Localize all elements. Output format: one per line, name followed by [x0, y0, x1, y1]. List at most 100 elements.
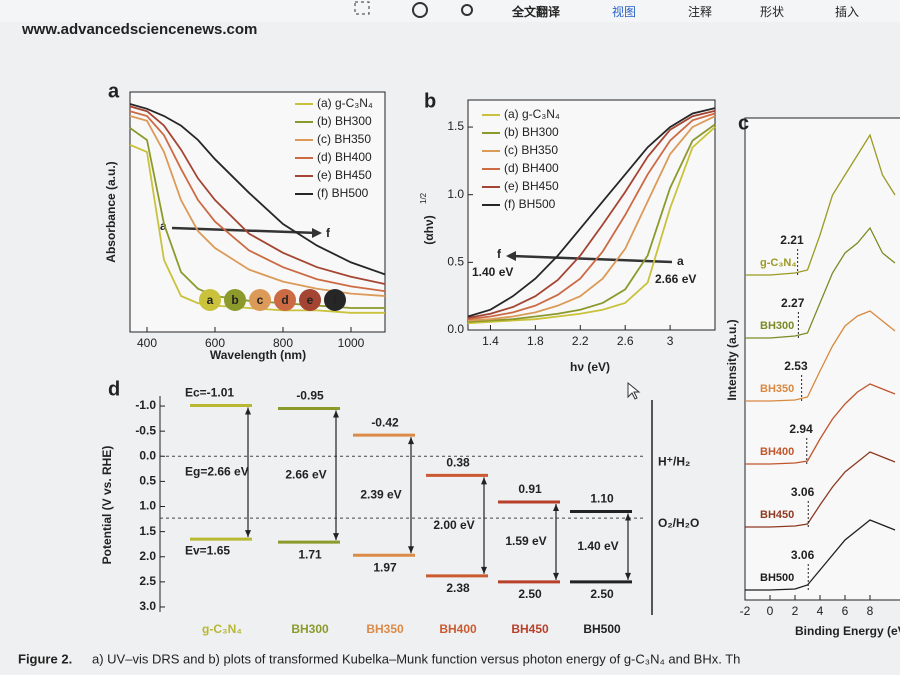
- legend-label: (b) BH300: [504, 125, 559, 139]
- vb-label: 2.21: [780, 233, 804, 247]
- arrowhead: [245, 407, 251, 415]
- panel-letter: a: [108, 80, 120, 102]
- line-series: [467, 112, 716, 321]
- toolbar-button[interactable]: 插入: [835, 5, 859, 19]
- url: www.advancedsciencenews.com: [21, 21, 257, 38]
- arrowhead: [481, 477, 487, 485]
- scissors-icon[interactable]: [461, 4, 473, 16]
- gap-label: 2.39 eV: [360, 487, 401, 501]
- sample-swatch: [274, 289, 296, 311]
- x-axis-label: hν (eV): [570, 360, 610, 374]
- line-series: [129, 105, 386, 285]
- sample-swatch: [299, 289, 321, 311]
- vb-label: 2.50: [590, 587, 614, 601]
- arrowhead: [408, 437, 414, 445]
- reference-label: O₂/H₂O: [658, 516, 699, 530]
- line-series: [129, 110, 386, 293]
- x-tick-label: 8: [867, 604, 874, 618]
- x-tick-label: 1.4: [482, 334, 499, 348]
- panel-letter: c: [738, 112, 749, 134]
- x-tick-label: 1000: [338, 336, 365, 350]
- category-label: BH300: [291, 622, 329, 636]
- toolbar-button[interactable]: 注释: [688, 4, 712, 19]
- gap-label: 1.40 eV: [577, 539, 618, 553]
- sample-swatch: [324, 289, 346, 311]
- cb-label: -0.95: [296, 389, 324, 403]
- y-tick-label: 2.5: [139, 574, 156, 588]
- sample-label: c: [257, 293, 264, 307]
- y-tick-label: 1.0: [447, 187, 464, 201]
- sample-swatch: [199, 289, 221, 311]
- caption-label: Figure 2.: [18, 651, 72, 666]
- vb-label: 1.71: [298, 547, 322, 561]
- annotation: a: [677, 254, 684, 268]
- y-tick-label: 0.0: [139, 448, 156, 462]
- y-tick-label: 0.5: [447, 255, 464, 269]
- arrowhead: [625, 513, 631, 521]
- line-series: [745, 451, 896, 528]
- line-series: [745, 519, 896, 591]
- category-label: g-C₃N₄: [202, 622, 242, 636]
- y-tick-label: -0.5: [135, 423, 156, 437]
- y-tick-label: 1.0: [139, 499, 156, 513]
- annotation: f: [326, 226, 331, 240]
- arrowhead: [333, 533, 339, 541]
- cb-label: 1.10: [590, 492, 614, 506]
- y-tick-label: 0.5: [139, 474, 156, 488]
- category-label: BH500: [583, 622, 621, 636]
- x-tick-label: 2: [792, 604, 799, 618]
- arrowhead: [553, 503, 559, 511]
- sample-label: BH300: [760, 320, 794, 332]
- panel-letter: d: [108, 378, 120, 400]
- y-axis-label: (αhν): [422, 215, 436, 244]
- arrowhead: [333, 410, 339, 418]
- cb-label: 0.91: [518, 482, 542, 496]
- sample-label: BH450: [760, 509, 794, 521]
- x-tick-label: 600: [205, 336, 225, 350]
- sample-swatch: [249, 289, 271, 311]
- gap-label: 1.59 eV: [505, 534, 546, 548]
- vb-label: 2.50: [518, 587, 542, 601]
- eye-icon[interactable]: [412, 2, 428, 18]
- sample-label: BH400: [760, 446, 794, 458]
- toolbar-button[interactable]: 视图: [612, 4, 636, 19]
- sample-label: a: [207, 293, 214, 307]
- legend-label: (b) BH300: [317, 114, 372, 128]
- gap-label: 2.00 eV: [433, 518, 474, 532]
- y-axis-label: Intensity (a.u.): [725, 319, 739, 400]
- arrowhead: [625, 572, 631, 580]
- annotation: f: [497, 247, 502, 261]
- gap-label: 2.66 eV: [285, 468, 326, 482]
- toolbar-button[interactable]: 全文翻译: [511, 4, 561, 19]
- line-series: [745, 383, 896, 465]
- y-tick-label: 1.5: [139, 524, 156, 538]
- category-label: BH400: [439, 622, 477, 636]
- sample-label: BH350: [760, 383, 794, 395]
- annotation: a: [160, 219, 167, 233]
- arrowhead: [245, 530, 251, 538]
- x-tick-label: 2.6: [617, 334, 634, 348]
- panel-letter: b: [424, 90, 436, 112]
- cb-label: 0.38: [446, 456, 470, 470]
- sample-label: d: [281, 293, 288, 307]
- gap-label: Eg=2.66 eV: [185, 465, 249, 479]
- line-series: [745, 133, 896, 276]
- line-series: [745, 310, 896, 402]
- x-tick-label: 3: [667, 334, 674, 348]
- legend-label: (c) BH350: [317, 132, 371, 146]
- vb-label: Ev=1.65: [185, 543, 230, 557]
- line-series: [467, 107, 716, 318]
- x-axis-label: Binding Energy (eV): [795, 624, 900, 638]
- sample-label: b: [231, 293, 238, 307]
- reference-label: H⁺/H₂: [658, 454, 690, 468]
- toolbar-button[interactable]: 形状: [760, 5, 784, 19]
- x-tick-label: 4: [817, 604, 824, 618]
- legend-label: (a) g-C₃N₄: [317, 96, 373, 110]
- sample-swatch: [224, 289, 246, 311]
- select-icon[interactable]: [354, 1, 370, 15]
- caption: a) UV–vis DRS and b) plots of transforme…: [92, 651, 740, 666]
- y-tick-label: 0.0: [447, 322, 464, 336]
- y-axis-label: Absorbance (a.u.): [104, 161, 118, 262]
- legend-label: (a) g-C₃N₄: [504, 107, 560, 121]
